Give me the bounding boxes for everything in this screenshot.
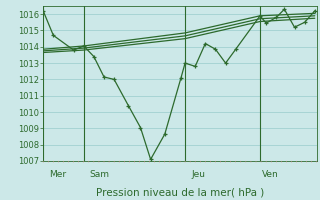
Text: Pression niveau de la mer( hPa ): Pression niveau de la mer( hPa ): [96, 187, 264, 197]
Text: Mer: Mer: [49, 170, 67, 179]
Text: Ven: Ven: [262, 170, 279, 179]
Text: Sam: Sam: [90, 170, 110, 179]
Text: Jeu: Jeu: [191, 170, 205, 179]
